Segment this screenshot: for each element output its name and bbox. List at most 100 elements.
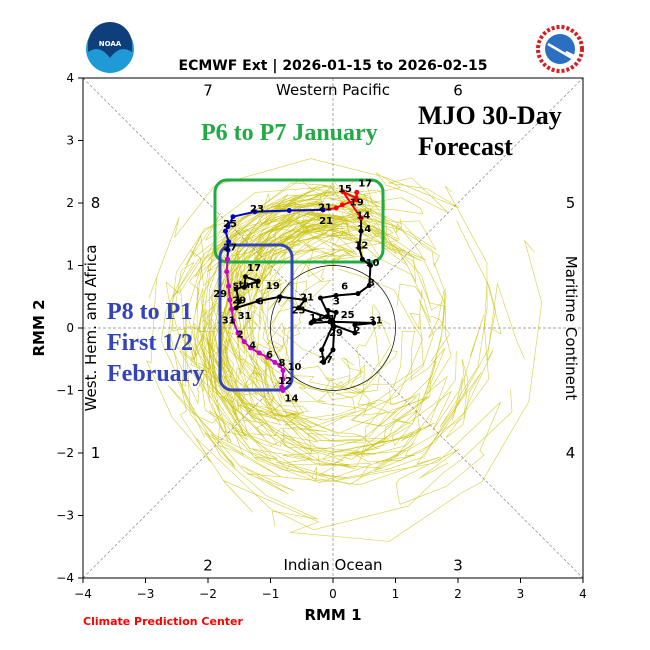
point-label: 25 — [223, 219, 237, 230]
point-label: 29 — [213, 289, 227, 300]
point-label: 2 — [237, 330, 244, 341]
point-label: 8 — [368, 278, 375, 289]
phase-number: 3 — [453, 557, 463, 575]
y-tick-label: −1 — [56, 384, 74, 398]
series-point — [368, 263, 373, 268]
noaa-logo: NOAA — [86, 22, 134, 73]
series-point — [320, 207, 326, 213]
point-label: 25 — [341, 310, 355, 321]
series-point — [371, 320, 377, 326]
nws-logo — [536, 25, 584, 73]
ensemble-member-line — [202, 182, 397, 428]
series-point — [223, 228, 228, 234]
y-axis-label: RMM 2 — [30, 299, 48, 356]
ensemble-member-line — [220, 215, 418, 442]
series-point — [277, 363, 283, 368]
series-point — [230, 318, 236, 323]
point-label: 29 — [329, 328, 343, 339]
diagonal-guide — [82, 77, 584, 579]
ensemble-member-line — [165, 212, 525, 484]
series-point — [324, 314, 330, 320]
series-point — [280, 388, 286, 393]
point-label: 4 — [249, 340, 256, 351]
x-tick-label: −3 — [137, 587, 155, 601]
series-point — [352, 330, 358, 336]
series-point — [321, 359, 327, 365]
point-label: 31 — [222, 315, 236, 326]
ensemble-member-line — [221, 224, 383, 401]
series-point — [366, 283, 372, 288]
p8-p1-label: P8 to P1 First 1/2 February — [107, 299, 204, 387]
ensemble-member-line — [179, 219, 309, 475]
point-label: 8 — [279, 358, 286, 369]
series-point — [308, 320, 314, 326]
series-point — [230, 214, 236, 220]
point-label: 11 — [309, 313, 323, 324]
phase-numbers: 7 68 51 42 3 — [91, 82, 576, 575]
ensemble-member-line — [174, 190, 384, 438]
x-tick-label: 2 — [454, 587, 462, 601]
series-point — [277, 294, 283, 300]
series-point — [225, 247, 231, 253]
point-label: 6 — [341, 282, 348, 293]
ensemble-member-line — [160, 212, 501, 505]
series-point — [355, 291, 361, 297]
point-label: 27 — [223, 242, 237, 253]
region-label-top: Western Pacific — [276, 81, 390, 99]
x-tick-label: 4 — [579, 587, 587, 601]
series-point — [340, 189, 346, 195]
ensemble-member-line — [201, 196, 502, 480]
x-axis-label: RMM 1 — [304, 606, 361, 624]
point-label: 10 — [366, 258, 380, 269]
series-point — [333, 309, 339, 315]
series-point — [319, 347, 325, 353]
series-point — [318, 295, 323, 301]
series-point — [339, 202, 345, 208]
series-point — [252, 209, 258, 215]
y-tick-label: 0 — [66, 321, 74, 335]
series-point — [296, 305, 302, 311]
series-point — [280, 376, 286, 382]
point-label: 31 — [369, 315, 383, 326]
phase-number: 8 — [91, 194, 101, 212]
p8-p1-highlight-box — [218, 243, 294, 392]
series-point — [226, 239, 232, 245]
point-label: 17 — [358, 178, 372, 189]
series-point — [224, 269, 230, 275]
series-point — [354, 197, 360, 203]
series-point — [236, 299, 242, 305]
y-axis-ticks: −4 −3 −2 −1 0 1 2 3 4 — [56, 71, 83, 585]
p6-p7-highlight-box — [213, 178, 385, 264]
ensemble-member-line — [168, 211, 366, 486]
series-point — [354, 189, 360, 195]
p8-p1-label-line1: P8 to P1 — [107, 299, 192, 325]
region-label-right: Maritime Continent — [562, 256, 580, 401]
point-label: 10 — [288, 362, 302, 373]
point-label: 27 — [319, 355, 333, 366]
region-label-left: West. Hem. and Africa — [82, 245, 100, 412]
x-tick-label: −2 — [199, 587, 217, 601]
ensemble-member-line — [266, 218, 364, 403]
series-point — [272, 359, 278, 365]
point-label: 7 — [276, 294, 283, 305]
phase-number: 5 — [566, 194, 576, 212]
series-point — [248, 345, 253, 351]
x-axis-ticks: −4 −3 −2 −1 0 1 2 3 4 — [74, 578, 587, 601]
p8-p1-label-line3: February — [107, 361, 204, 387]
series-point — [255, 278, 261, 284]
ensemble-member-line — [243, 220, 342, 412]
phase-number: 1 — [91, 444, 101, 462]
phase-number: 6 — [453, 82, 463, 100]
ensemble-member-line — [170, 203, 543, 542]
p8-p1-label-line2: First 1/2 — [107, 330, 193, 356]
phase-number: 7 — [203, 82, 213, 100]
region-label-bottom: Indian Ocean — [283, 556, 382, 574]
y-tick-label: −4 — [56, 571, 74, 585]
series-point — [333, 293, 339, 298]
point-label: 14 — [357, 224, 371, 235]
ensemble-member-line — [195, 202, 406, 460]
series-point — [352, 322, 358, 328]
point-label: 15 — [338, 184, 352, 195]
series-point — [243, 274, 248, 280]
point-label: 19 — [350, 197, 364, 208]
